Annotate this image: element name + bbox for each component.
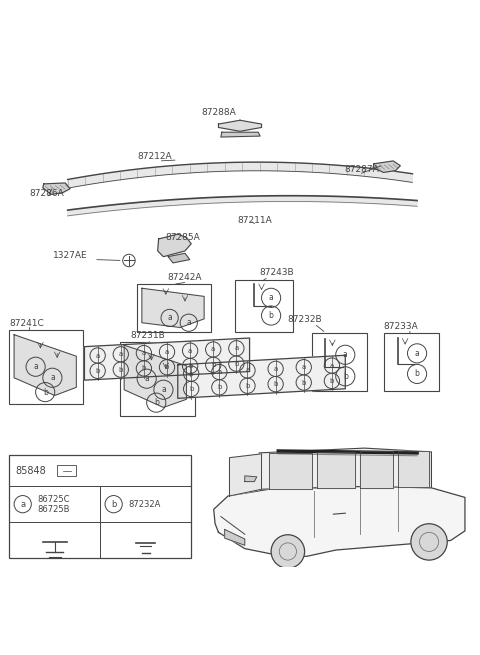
Text: 87233A: 87233A — [384, 322, 419, 331]
Text: a: a — [234, 345, 239, 351]
Text: b: b — [330, 378, 334, 384]
Text: a: a — [330, 363, 334, 369]
Text: b: b — [165, 364, 169, 370]
Text: 87288A: 87288A — [201, 108, 236, 117]
Bar — [120, 342, 194, 416]
Text: 87232B: 87232B — [287, 314, 322, 324]
Text: b: b — [301, 379, 306, 386]
Polygon shape — [398, 451, 429, 487]
Text: b: b — [142, 365, 146, 371]
Text: a: a — [96, 352, 100, 358]
Text: a: a — [144, 374, 149, 383]
Text: a: a — [167, 314, 172, 322]
Bar — [9, 455, 191, 558]
Text: 87212A: 87212A — [137, 152, 172, 161]
Bar — [235, 280, 293, 332]
Text: a: a — [165, 349, 169, 355]
Polygon shape — [269, 453, 312, 489]
Text: b: b — [415, 369, 420, 379]
Text: a: a — [415, 349, 420, 358]
Text: a: a — [189, 371, 193, 377]
Polygon shape — [218, 121, 262, 131]
Text: 87242A: 87242A — [167, 273, 202, 282]
Text: a: a — [269, 293, 274, 303]
Text: a: a — [217, 369, 221, 375]
Bar — [384, 333, 439, 390]
Polygon shape — [124, 345, 186, 407]
Text: b: b — [189, 386, 193, 392]
Text: b: b — [188, 363, 192, 369]
Polygon shape — [178, 355, 345, 398]
Text: b: b — [269, 311, 274, 320]
Text: a: a — [50, 373, 55, 383]
Text: b: b — [217, 384, 221, 390]
Text: 87211A: 87211A — [238, 216, 272, 225]
Bar — [57, 465, 76, 476]
Polygon shape — [259, 448, 432, 489]
Polygon shape — [142, 288, 204, 328]
Polygon shape — [84, 338, 250, 380]
Text: 85848: 85848 — [15, 466, 46, 476]
Polygon shape — [43, 183, 70, 195]
Polygon shape — [157, 234, 191, 257]
Text: a: a — [20, 500, 25, 509]
Circle shape — [411, 524, 447, 560]
Bar — [137, 284, 211, 332]
Bar — [9, 330, 84, 404]
Bar — [312, 333, 367, 390]
Text: a: a — [211, 346, 216, 352]
Text: b: b — [154, 398, 159, 407]
Text: 86725B: 86725B — [37, 506, 70, 514]
Text: a: a — [188, 348, 192, 354]
Polygon shape — [229, 454, 262, 496]
Text: 87243B: 87243B — [259, 269, 294, 277]
Text: b: b — [234, 361, 239, 367]
Text: b: b — [111, 500, 116, 509]
Text: 87231B: 87231B — [130, 331, 165, 340]
Polygon shape — [225, 529, 245, 545]
Text: a: a — [301, 364, 306, 370]
Polygon shape — [14, 335, 76, 396]
Polygon shape — [214, 487, 465, 556]
Text: b: b — [245, 383, 250, 388]
Text: a: a — [33, 362, 38, 371]
Polygon shape — [317, 452, 355, 489]
Polygon shape — [68, 196, 417, 216]
Text: b: b — [119, 367, 123, 373]
Text: a: a — [343, 350, 348, 360]
Text: a: a — [161, 385, 166, 394]
Text: 87232A: 87232A — [128, 500, 160, 509]
Polygon shape — [221, 132, 260, 137]
Text: a: a — [245, 367, 250, 373]
Polygon shape — [360, 451, 393, 488]
Text: 87285A: 87285A — [166, 233, 201, 242]
Text: b: b — [274, 381, 278, 387]
Text: a: a — [274, 365, 278, 372]
Text: 87286A: 87286A — [29, 189, 64, 198]
Text: b: b — [343, 372, 348, 381]
Text: a: a — [119, 351, 123, 358]
Circle shape — [271, 534, 305, 569]
Text: b: b — [43, 388, 48, 397]
Polygon shape — [245, 476, 257, 481]
Polygon shape — [68, 162, 412, 188]
Polygon shape — [373, 161, 400, 172]
Text: 1327AE: 1327AE — [53, 250, 88, 259]
Text: 87241C: 87241C — [9, 318, 44, 328]
Text: b: b — [211, 362, 216, 368]
Text: 87287A: 87287A — [344, 165, 379, 174]
Text: 86725C: 86725C — [37, 495, 70, 504]
Text: a: a — [186, 318, 191, 328]
Polygon shape — [168, 253, 190, 263]
Text: b: b — [96, 368, 100, 374]
Text: a: a — [142, 350, 146, 356]
